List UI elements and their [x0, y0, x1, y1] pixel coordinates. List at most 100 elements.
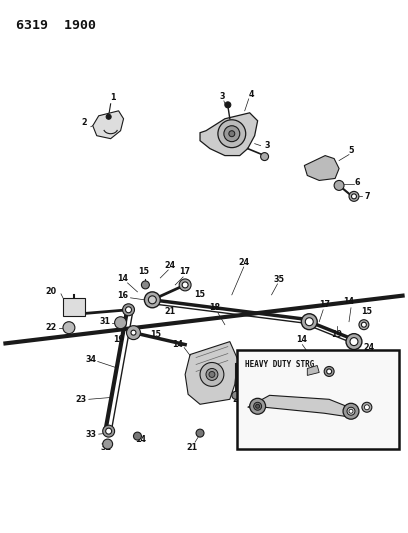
Bar [237, 350, 399, 449]
Circle shape [334, 181, 344, 190]
Text: 16: 16 [117, 292, 128, 301]
Text: 1: 1 [110, 93, 115, 102]
Text: 14: 14 [296, 335, 307, 344]
Text: 15: 15 [195, 290, 206, 300]
Circle shape [115, 317, 126, 329]
Text: 17: 17 [319, 300, 330, 309]
Circle shape [364, 405, 369, 410]
Circle shape [144, 292, 160, 308]
Circle shape [106, 428, 112, 434]
Circle shape [225, 102, 231, 108]
Text: 29: 29 [359, 426, 370, 435]
Text: 20: 20 [232, 395, 243, 404]
Bar [63, 298, 85, 316]
Circle shape [350, 337, 358, 345]
Circle shape [256, 404, 259, 408]
Text: 17: 17 [180, 268, 191, 277]
Text: 14: 14 [172, 340, 183, 349]
Circle shape [232, 391, 240, 399]
Polygon shape [93, 111, 124, 139]
Text: 28: 28 [353, 417, 365, 426]
Circle shape [126, 326, 140, 340]
Circle shape [350, 351, 364, 365]
Circle shape [255, 379, 264, 389]
Text: HEAVY DUTY STRG.: HEAVY DUTY STRG. [245, 360, 319, 368]
Polygon shape [185, 342, 238, 404]
Text: 35: 35 [274, 276, 285, 285]
Circle shape [63, 322, 75, 334]
Polygon shape [200, 113, 257, 156]
Circle shape [327, 369, 332, 374]
Circle shape [286, 382, 293, 389]
Circle shape [196, 429, 204, 437]
Circle shape [182, 282, 188, 288]
Text: 6: 6 [354, 178, 360, 187]
Text: 14: 14 [344, 297, 355, 306]
Circle shape [239, 404, 247, 412]
Text: 3: 3 [265, 141, 271, 150]
Circle shape [149, 296, 156, 304]
Text: 35: 35 [328, 430, 339, 439]
Circle shape [362, 402, 372, 412]
Circle shape [129, 328, 138, 337]
Circle shape [103, 439, 113, 449]
Circle shape [250, 398, 266, 414]
Text: 6319  1900: 6319 1900 [16, 19, 96, 33]
Circle shape [302, 314, 317, 330]
Circle shape [218, 120, 246, 148]
Circle shape [347, 407, 355, 415]
Circle shape [349, 191, 359, 201]
Text: 22: 22 [45, 323, 57, 332]
Circle shape [209, 372, 215, 377]
Text: 5: 5 [348, 146, 354, 155]
Circle shape [361, 322, 366, 327]
Text: 32: 32 [100, 442, 111, 451]
Text: 25: 25 [242, 415, 253, 424]
Circle shape [324, 367, 334, 376]
Text: 21: 21 [165, 307, 176, 316]
Text: 21: 21 [186, 442, 197, 451]
Text: 34: 34 [85, 355, 96, 364]
Text: 24: 24 [363, 343, 375, 352]
Text: 24: 24 [238, 257, 249, 266]
Circle shape [179, 279, 191, 291]
Circle shape [103, 425, 115, 437]
Text: 4: 4 [249, 91, 255, 99]
Circle shape [224, 126, 240, 142]
Circle shape [351, 194, 357, 199]
Text: 18: 18 [209, 303, 220, 312]
Circle shape [359, 320, 369, 330]
Text: 19: 19 [113, 335, 124, 344]
Text: 33: 33 [85, 430, 96, 439]
Polygon shape [304, 156, 339, 181]
Text: 15: 15 [138, 268, 149, 277]
Circle shape [284, 379, 295, 391]
Circle shape [133, 432, 142, 440]
Circle shape [305, 318, 313, 326]
Text: 14: 14 [117, 274, 128, 284]
Text: 7: 7 [364, 192, 370, 201]
Circle shape [254, 402, 262, 410]
Text: 16: 16 [259, 383, 270, 392]
Text: 3: 3 [219, 92, 225, 101]
Circle shape [126, 307, 131, 313]
Circle shape [142, 281, 149, 289]
Text: 23: 23 [75, 395, 86, 404]
Text: 31: 31 [99, 317, 110, 326]
Circle shape [349, 409, 353, 413]
Text: 20: 20 [45, 287, 57, 296]
Text: 14: 14 [135, 434, 146, 443]
Circle shape [343, 403, 359, 419]
Text: 26: 26 [290, 362, 301, 371]
Circle shape [122, 304, 135, 316]
Text: 22: 22 [242, 408, 253, 417]
Text: 27: 27 [319, 357, 330, 366]
Text: 24: 24 [270, 373, 281, 382]
Text: 15: 15 [361, 307, 373, 316]
Text: 24: 24 [165, 261, 176, 270]
Circle shape [255, 397, 261, 403]
Circle shape [353, 354, 360, 361]
Circle shape [131, 330, 136, 335]
Polygon shape [307, 366, 319, 375]
Circle shape [252, 394, 264, 406]
